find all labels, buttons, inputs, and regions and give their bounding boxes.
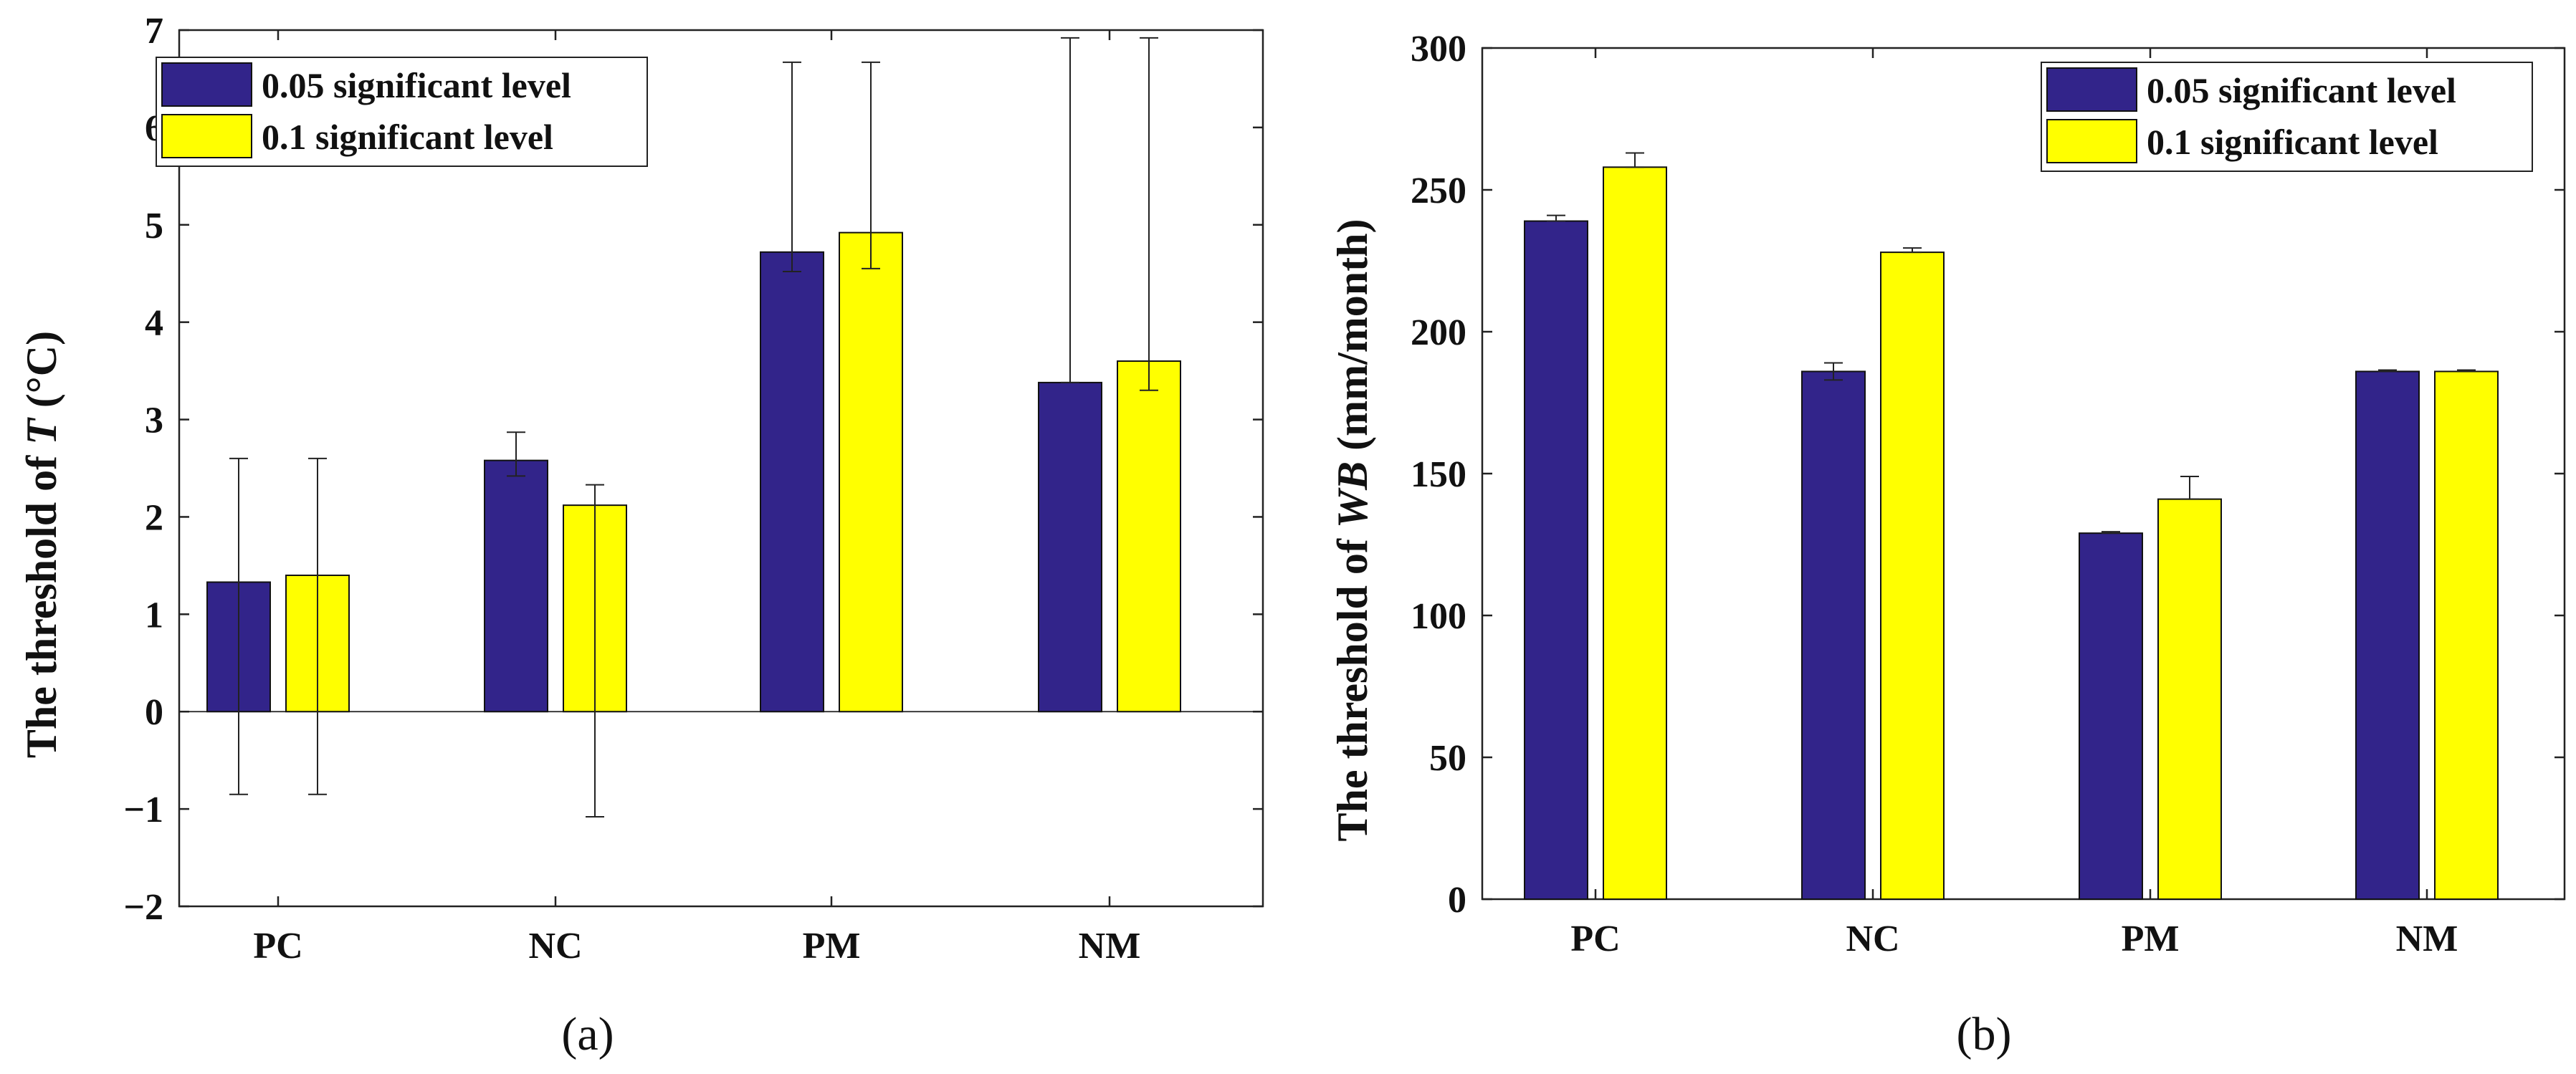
legend-label: 0.1 significant level xyxy=(2147,122,2438,162)
legend-swatch xyxy=(161,114,252,158)
y-tick-label: 250 xyxy=(1411,171,1466,211)
y-tick-label: 50 xyxy=(1429,738,1466,779)
bar xyxy=(2157,498,2222,900)
y-tick-label: 300 xyxy=(1411,29,1466,69)
bar xyxy=(484,459,548,713)
bar xyxy=(1603,166,1667,900)
bar xyxy=(1038,381,1102,713)
plot-frame xyxy=(178,29,1264,908)
bar xyxy=(1117,360,1181,713)
panel-label: (a) xyxy=(561,1008,614,1060)
y-axis-label: The threshold of T (°C) xyxy=(18,331,65,758)
y-tick-label: 2 xyxy=(145,497,163,538)
x-tick-label: NC xyxy=(528,926,582,967)
legend-label: 0.05 significant level xyxy=(262,65,571,105)
bar xyxy=(1801,370,1866,900)
panel-label: (b) xyxy=(1957,1008,2012,1060)
bar xyxy=(2434,370,2499,900)
y-tick-label: 0 xyxy=(145,692,163,733)
y-tick-label: 7 xyxy=(145,11,163,52)
x-tick-label: PM xyxy=(803,926,861,967)
legend-swatch xyxy=(2046,119,2137,163)
y-tick-label: 1 xyxy=(145,595,163,636)
bar xyxy=(1880,251,1945,900)
bar xyxy=(2079,532,2143,900)
bar xyxy=(760,251,824,713)
bar xyxy=(2355,370,2420,900)
x-tick-label: NM xyxy=(1079,926,1141,967)
y-tick-label: 100 xyxy=(1411,596,1466,637)
x-tick-label: PC xyxy=(253,926,302,967)
x-tick-label: PM xyxy=(2122,919,2180,959)
y-tick-label: 4 xyxy=(145,303,163,344)
legend-swatch xyxy=(161,62,252,107)
y-tick-label: 3 xyxy=(145,401,163,441)
legend-label: 0.1 significant level xyxy=(262,117,553,157)
y-tick-label: 200 xyxy=(1411,312,1466,353)
bar xyxy=(1524,220,1588,900)
x-tick-label: PC xyxy=(1570,919,1620,959)
legend-label: 0.05 significant level xyxy=(2147,70,2456,110)
chart-panel-b: The threshold of WB (mm/month) (b) 0 50 10… xyxy=(1329,29,2566,1060)
bar xyxy=(839,231,903,713)
y-tick-label: −1 xyxy=(123,790,163,830)
x-tick-label: NC xyxy=(1846,919,1899,959)
y-tick-label: 5 xyxy=(145,206,163,246)
y-tick-label: 150 xyxy=(1411,454,1466,495)
y-tick-label: 0 xyxy=(1448,880,1466,921)
y-axis-label: The threshold of WB (mm/month) xyxy=(1329,219,1376,842)
chart-panel-a: The threshold of T (°C) (a) −2−101234567… xyxy=(18,11,1264,1060)
x-tick-label: NM xyxy=(2396,919,2458,959)
y-tick-label: −2 xyxy=(123,887,163,928)
legend-swatch xyxy=(2046,67,2137,112)
